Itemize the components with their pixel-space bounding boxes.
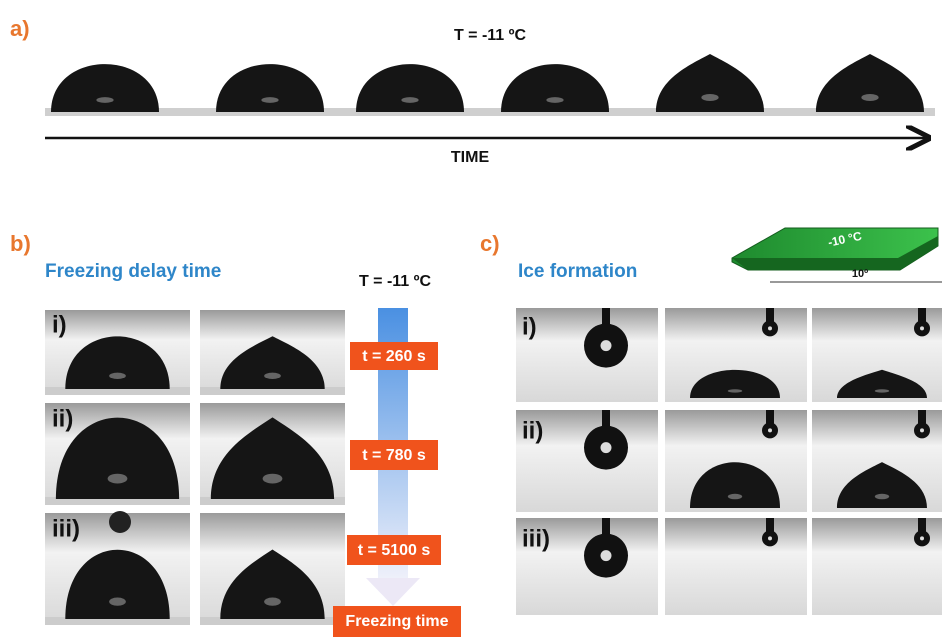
figure: a) T = -11 ºC TIME b) Freezing delay tim…: [0, 0, 942, 637]
strip: [45, 60, 935, 115]
baseline: [45, 108, 935, 116]
panel-label: c): [480, 231, 500, 256]
highlight: [875, 389, 889, 392]
highlight: [728, 389, 742, 392]
photo: [665, 518, 807, 615]
panel-label: a): [10, 16, 30, 41]
highlight: [920, 428, 924, 432]
needle: [766, 518, 774, 532]
highlight: [109, 597, 126, 605]
highlight: [401, 97, 418, 103]
highlight: [728, 494, 742, 500]
arrow-label: Freezing time: [345, 613, 448, 630]
needle: [918, 518, 926, 532]
needle: [766, 308, 774, 322]
highlight: [264, 597, 281, 605]
highlight: [261, 97, 278, 103]
highlight: [109, 373, 126, 379]
highlight: [601, 550, 612, 561]
illustrations: [45, 54, 942, 625]
needle: [918, 410, 926, 424]
row-label: ii): [522, 417, 543, 444]
highlight: [601, 442, 612, 453]
highlight: [108, 474, 128, 484]
panel-title: Freezing delay time: [45, 261, 221, 282]
highlight: [920, 536, 924, 540]
highlight: [701, 94, 718, 101]
highlight: [920, 326, 924, 330]
highlight: [768, 536, 772, 540]
needle: [918, 308, 926, 322]
highlight: [263, 474, 283, 484]
falling-drop: [109, 511, 131, 533]
tilt-angle: 10º: [852, 268, 868, 280]
time-label: t = 5100 s: [358, 542, 431, 559]
row-label: ii): [52, 405, 73, 432]
time-label: t = 780 s: [362, 447, 426, 464]
highlight: [875, 494, 889, 500]
temperature: T = -11 ºC: [454, 27, 527, 44]
highlight: [861, 94, 878, 101]
panel-title: Ice formation: [518, 261, 637, 282]
time-label: t = 260 s: [362, 348, 426, 365]
temperature: T = -11 ºC: [359, 273, 432, 290]
highlight: [546, 97, 563, 103]
axis-label: TIME: [451, 149, 490, 166]
row-label: i): [52, 311, 67, 338]
highlight: [96, 97, 113, 103]
highlight: [601, 340, 612, 351]
row-label: iii): [522, 525, 550, 552]
row-label: iii): [52, 515, 80, 542]
time-arrowhead: [366, 578, 420, 606]
panel-label: b): [10, 231, 31, 256]
highlight: [768, 428, 772, 432]
highlight: [264, 373, 281, 379]
row-label: i): [522, 313, 537, 340]
needle: [766, 410, 774, 424]
highlight: [768, 326, 772, 330]
